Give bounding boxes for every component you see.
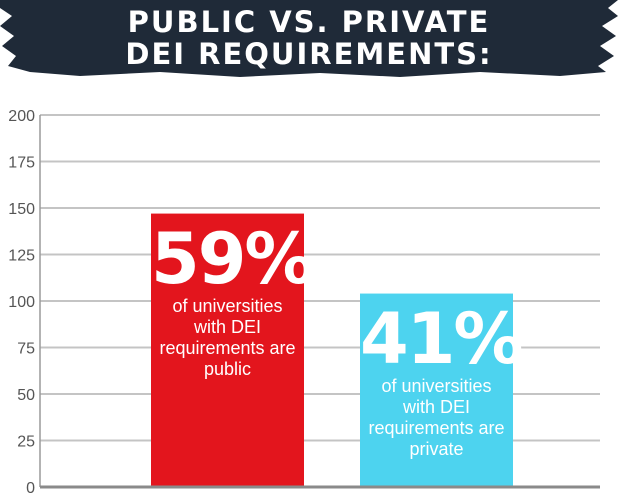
bar-label-private: 41% of universities with DEI requirement… (360, 297, 524, 460)
bar (151, 213, 304, 487)
y-tick-label: 25 (17, 434, 35, 451)
y-tick-label: 175 (8, 155, 35, 172)
bar-description-private: of universities with DEI requirements ar… (368, 375, 505, 459)
bars (151, 213, 513, 487)
bar (360, 293, 513, 487)
y-tick-label: 150 (8, 201, 35, 218)
y-tick-label: 100 (8, 294, 35, 311)
bar-label-public: 59% of universities with DEI requirement… (151, 217, 315, 380)
title-banner: PUBLIC VS. PRIVATE DEI REQUIREMENTS: (0, 0, 618, 80)
gridlines (40, 114, 600, 442)
brush-stroke-background (0, 0, 618, 77)
bar-description-public: of universities with DEI requirements ar… (159, 295, 296, 379)
y-tick-label: 75 (17, 341, 35, 358)
y-axis-tick-labels: 0 25 50 75 100 125 150 175 200 (8, 108, 35, 497)
y-tick-label: 0 (26, 480, 35, 497)
y-tick-label: 200 (8, 108, 35, 125)
chart-title-line-2: DEI REQUIREMENTS: (125, 37, 493, 71)
chart-title-line-1: PUBLIC VS. PRIVATE (127, 5, 491, 39)
y-tick-label: 50 (17, 387, 35, 404)
y-tick-label: 125 (8, 248, 35, 265)
bar-percentage-public: 59% (151, 217, 315, 300)
bar-percentage-private: 41% (360, 297, 524, 380)
